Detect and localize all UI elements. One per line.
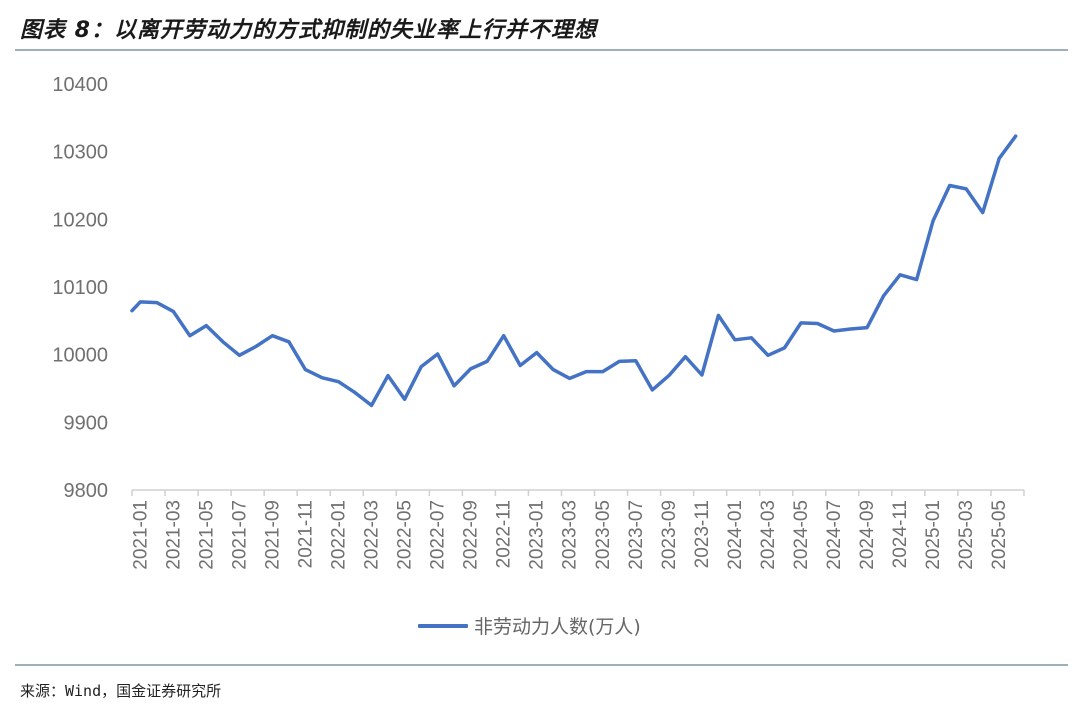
footer-divider — [15, 664, 1068, 666]
y-axis: 9800 9900 10000 10100 10200 10300 10400 — [52, 74, 108, 502]
chart-legend: 非劳动力人数(万人) — [418, 612, 641, 639]
x-tick-label: 2025-01 — [923, 500, 944, 570]
x-tick-label: 2024-01 — [725, 500, 746, 570]
x-tick-label: 2022-09 — [461, 500, 482, 570]
x-tick-label: 2023-05 — [593, 500, 614, 570]
x-tick-label: 2021-01 — [130, 500, 151, 570]
x-tick-label: 2024-07 — [824, 500, 845, 570]
x-tick-label: 2022-11 — [494, 500, 515, 568]
x-tick-label: 2021-05 — [196, 500, 217, 570]
series-line-non-labor-force — [130, 134, 1018, 408]
x-tick-label: 2024-09 — [857, 500, 878, 570]
legend-label: 非劳动力人数(万人) — [474, 616, 641, 638]
x-tick-label: 2021-11 — [295, 500, 316, 568]
y-tick-label: 9800 — [64, 480, 109, 502]
x-tick-label: 2024-11 — [890, 500, 911, 568]
legend-line-swatch-icon — [418, 623, 468, 628]
y-tick-label: 10100 — [52, 277, 108, 299]
x-tick-label: 2023-03 — [560, 500, 581, 570]
x-tick-label: 2023-07 — [626, 500, 647, 570]
x-tick-label: 2022-05 — [395, 500, 416, 570]
y-tick-label: 9900 — [64, 412, 109, 434]
x-tick-label: 2024-05 — [791, 500, 812, 570]
y-tick-label: 10300 — [52, 142, 108, 164]
x-tick-label: 2022-03 — [362, 500, 383, 570]
x-tick-label: 2024-03 — [758, 500, 779, 570]
title-divider — [15, 49, 1068, 51]
x-tick-label: 2025-05 — [989, 500, 1010, 570]
x-tick-label: 2022-01 — [328, 500, 349, 570]
x-tick-label: 2023-01 — [527, 500, 548, 570]
x-tick-label: 2021-07 — [229, 500, 250, 570]
y-tick-label: 10400 — [52, 74, 108, 96]
y-tick-label: 10200 — [52, 209, 108, 231]
x-axis: 2021-01 2021-03 2021-05 2021-07 2021-09 2021-… — [130, 489, 1025, 570]
x-tick-label: 2021-03 — [163, 500, 184, 570]
chart-title: 图表 8：以离开劳动力的方式抑制的失业率上行并不理想 — [20, 18, 597, 43]
x-tick-label: 2025-03 — [956, 500, 977, 570]
x-tick-label: 2022-07 — [428, 500, 449, 570]
x-tick-label: 2023-11 — [692, 500, 713, 568]
source-note: 来源：Wind，国金证券研究所 — [20, 682, 222, 700]
y-tick-label: 10000 — [52, 345, 108, 367]
x-tick-label: 2021-09 — [262, 500, 283, 570]
x-tick-label: 2023-09 — [659, 500, 680, 570]
